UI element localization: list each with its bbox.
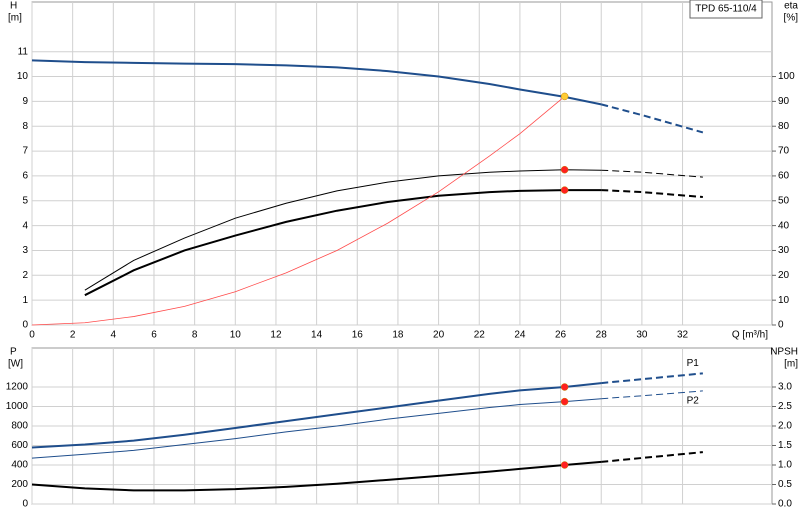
x-tick-label: 14 bbox=[311, 330, 323, 341]
operating-point bbox=[560, 165, 569, 174]
y-axis-label: P bbox=[10, 347, 17, 358]
x-tick-label: 22 bbox=[474, 330, 486, 341]
y2-tick-label: 60 bbox=[778, 171, 790, 182]
y2-tick-label: 0.5 bbox=[778, 479, 792, 490]
series-line bbox=[601, 372, 703, 385]
y2-axis-unit: [%] bbox=[784, 13, 799, 24]
y-tick-label: 11 bbox=[18, 46, 29, 57]
x-tick-label: 24 bbox=[514, 330, 526, 341]
y-tick-label: 200 bbox=[11, 479, 28, 490]
series-line bbox=[601, 390, 703, 400]
chart-title: TPD 65-110/4 bbox=[695, 4, 757, 15]
y-tick-label: 6 bbox=[22, 171, 28, 182]
x-axis-label: Q [m³/h] bbox=[732, 330, 768, 341]
y-tick-label: 800 bbox=[11, 421, 28, 432]
operating-point bbox=[560, 461, 569, 469]
y2-tick-label: 0 bbox=[778, 320, 784, 331]
series-label: P2 bbox=[687, 396, 700, 407]
title-box bbox=[689, 0, 763, 19]
series-line bbox=[31, 59, 602, 106]
y2-tick-label: 1.5 bbox=[778, 440, 792, 451]
series-line bbox=[31, 96, 565, 326]
operating-point bbox=[560, 92, 569, 101]
x-tick-label: 20 bbox=[433, 330, 445, 341]
y-tick-label: 600 bbox=[11, 440, 28, 451]
y2-tick-label: 1.0 bbox=[778, 460, 792, 471]
x-tick-label: 8 bbox=[192, 330, 198, 341]
series-line bbox=[601, 189, 703, 199]
y2-tick-label: 2.0 bbox=[778, 421, 792, 432]
operating-point bbox=[560, 397, 569, 406]
x-tick-label: 16 bbox=[352, 330, 364, 341]
y2-tick-label: 20 bbox=[778, 270, 790, 281]
y2-tick-label: 0.0 bbox=[778, 499, 792, 510]
x-tick-label: 30 bbox=[636, 330, 648, 341]
y-tick-label: 1000 bbox=[6, 401, 29, 412]
y-tick-label: 1 bbox=[22, 295, 28, 306]
y2-tick-label: 90 bbox=[778, 96, 790, 107]
y2-tick-label: 10 bbox=[778, 295, 790, 306]
x-tick-label: 10 bbox=[230, 330, 242, 341]
y-tick-label: 7 bbox=[22, 146, 28, 157]
y-tick-label: 0 bbox=[22, 499, 28, 510]
y2-axis-label: NPSH bbox=[770, 347, 798, 358]
y2-axis-unit: [m] bbox=[784, 359, 798, 370]
y-tick-label: 10 bbox=[17, 71, 29, 82]
y-tick-label: 8 bbox=[22, 121, 28, 132]
series-line bbox=[601, 451, 703, 463]
y-tick-label: 3 bbox=[22, 245, 28, 256]
x-tick-label: 2 bbox=[70, 330, 76, 341]
series-label: P1 bbox=[687, 358, 700, 369]
y2-tick-label: 30 bbox=[778, 245, 790, 256]
y2-tick-label: 70 bbox=[778, 146, 790, 157]
series-line bbox=[31, 382, 602, 449]
x-tick-label: 18 bbox=[392, 330, 404, 341]
y-axis-unit: [W] bbox=[8, 359, 23, 370]
y-tick-label: 2 bbox=[22, 270, 28, 281]
y-tick-label: 0 bbox=[22, 320, 28, 331]
series-line bbox=[84, 169, 602, 291]
y2-tick-label: 2.5 bbox=[778, 401, 792, 412]
plot-area bbox=[31, 1, 773, 326]
series-line bbox=[600, 103, 704, 134]
x-tick-label: 32 bbox=[677, 330, 689, 341]
y-tick-label: 4 bbox=[22, 220, 28, 231]
x-tick-label: 0 bbox=[29, 330, 35, 341]
series-line bbox=[84, 189, 602, 297]
y2-tick-label: 100 bbox=[778, 71, 795, 82]
x-tick-label: 6 bbox=[151, 330, 157, 341]
x-tick-label: 12 bbox=[270, 330, 282, 341]
y-tick-label: 5 bbox=[22, 195, 28, 206]
series-line bbox=[31, 398, 602, 459]
x-tick-label: 26 bbox=[555, 330, 567, 341]
y-axis-unit: [m] bbox=[8, 13, 22, 24]
series-line bbox=[31, 460, 602, 492]
operating-point bbox=[560, 186, 569, 194]
x-tick-label: 4 bbox=[111, 330, 117, 341]
y2-tick-label: 3.0 bbox=[778, 382, 792, 393]
y2-tick-label: 50 bbox=[778, 195, 790, 206]
y2-axis-label: eta bbox=[784, 1, 798, 12]
series-line bbox=[601, 169, 703, 178]
y-tick-label: 1200 bbox=[6, 382, 29, 393]
y2-tick-label: 80 bbox=[778, 121, 790, 132]
y2-tick-label: 40 bbox=[778, 220, 790, 231]
x-tick-label: 28 bbox=[596, 330, 608, 341]
y-axis-label: H bbox=[10, 1, 17, 12]
y-tick-label: 9 bbox=[22, 96, 28, 107]
y-tick-label: 400 bbox=[11, 460, 28, 471]
operating-point bbox=[560, 383, 569, 391]
